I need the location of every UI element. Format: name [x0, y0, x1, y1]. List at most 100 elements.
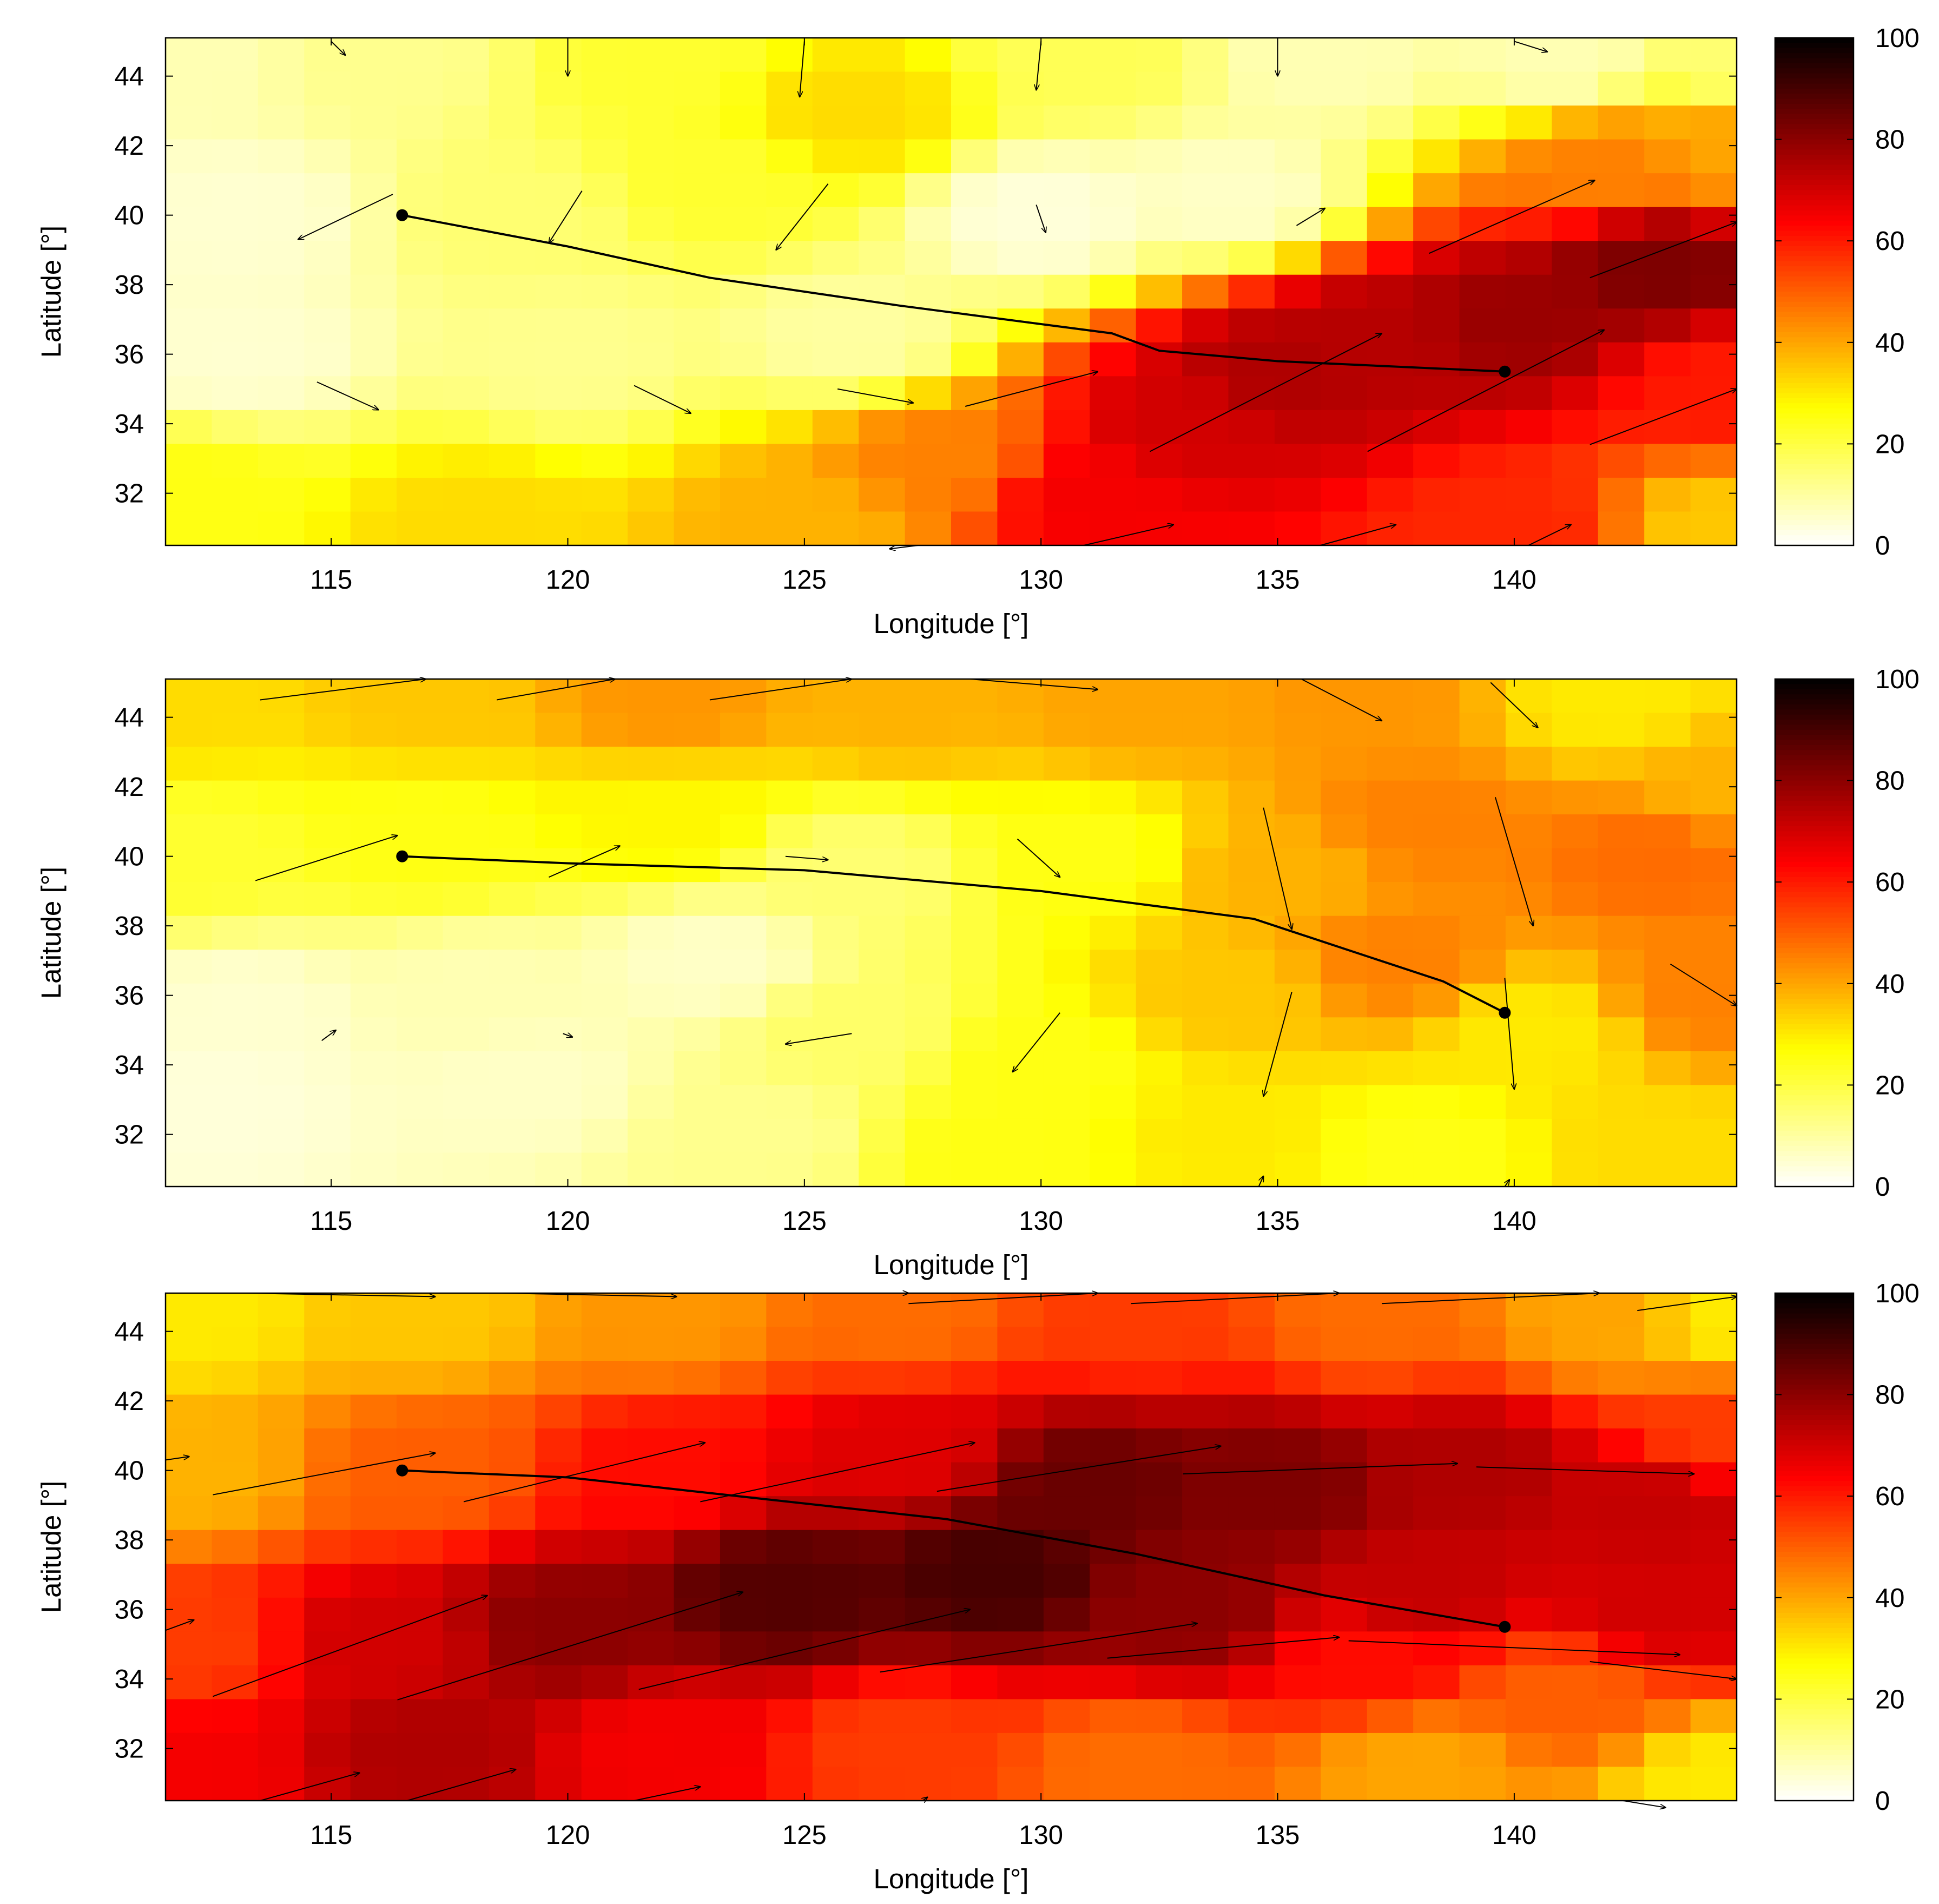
colorbar-swatch	[1775, 540, 1854, 546]
heatmap-cell	[1274, 1118, 1321, 1154]
heatmap-cell	[997, 1361, 1044, 1395]
heatmap-cell	[1598, 342, 1645, 377]
heatmap-cell	[674, 950, 721, 984]
heatmap-cell	[1090, 376, 1137, 411]
colorbar-swatch	[1775, 867, 1854, 873]
heatmap-cell	[1459, 139, 1506, 174]
heatmap-cell	[1274, 477, 1321, 512]
x-tick-label: 120	[546, 565, 590, 595]
colorbar-swatch	[1775, 301, 1854, 307]
heatmap-cell	[1367, 1732, 1414, 1768]
heatmap-cell	[859, 1631, 906, 1666]
heatmap-cell	[812, 1665, 859, 1699]
heatmap-cell	[1413, 139, 1460, 174]
colorbar-swatch	[1775, 1166, 1854, 1172]
colorbar-swatch	[1775, 1709, 1854, 1715]
heatmap-cell	[1043, 1293, 1090, 1328]
heatmap-cell	[581, 274, 628, 309]
heatmap-cell	[443, 106, 490, 140]
plot-area-border	[164, 678, 1738, 1188]
heatmap-cell	[1043, 1631, 1090, 1666]
heatmap-cell	[1690, 477, 1737, 512]
heatmap-cell	[397, 444, 444, 478]
heatmap-cell	[1228, 814, 1275, 849]
heatmap-cell	[443, 1665, 490, 1699]
heatmap-cell	[1228, 71, 1275, 106]
wind-vector-arrow	[970, 678, 1098, 689]
heatmap-cell	[535, 274, 582, 309]
heatmap-cell	[212, 308, 259, 343]
colorbar-swatch	[1775, 1425, 1854, 1431]
heatmap-cell	[489, 814, 536, 849]
heatmap-cell	[905, 713, 952, 747]
heatmap-cell	[166, 342, 213, 377]
colorbar-swatch	[1775, 195, 1854, 201]
heatmap-cell	[1598, 1085, 1645, 1119]
heatmap-cell	[1644, 376, 1691, 411]
heatmap-cell	[720, 1051, 767, 1085]
heatmap-cell	[674, 1496, 721, 1531]
colorbar-swatch	[1775, 347, 1854, 353]
heatmap-cell	[489, 1327, 536, 1361]
heatmap-cell	[1182, 376, 1229, 411]
wind-vector-arrow	[1296, 208, 1325, 226]
heatmap-cell	[859, 915, 906, 950]
heatmap-cell	[1090, 274, 1137, 309]
heatmap-cell	[1505, 1665, 1552, 1699]
heatmap-cell	[443, 848, 490, 882]
heatmap-cell	[350, 882, 397, 917]
heatmap-cell	[212, 511, 259, 546]
colorbar-swatch	[1775, 1105, 1854, 1111]
heatmap-cell	[166, 38, 213, 73]
colorbar-tick-label: 0	[1875, 1787, 1890, 1816]
heatmap-cell	[1274, 1462, 1321, 1497]
colorbar-swatch	[1775, 1080, 1854, 1085]
heatmap-cell	[951, 983, 998, 1018]
heatmap-cell	[489, 106, 536, 140]
colorbar-swatch	[1775, 499, 1854, 505]
heatmap-cell	[258, 308, 305, 343]
heatmap-cell	[304, 106, 351, 140]
colorbar-swatch	[1775, 1039, 1854, 1045]
heatmap-cell	[350, 1767, 397, 1801]
colorbar-swatch	[1775, 1541, 1854, 1547]
heatmap-cell	[304, 139, 351, 174]
wind-vector-arrow	[331, 41, 345, 55]
heatmap-cell	[951, 1530, 998, 1564]
heatmap-cell	[1274, 814, 1321, 849]
colorbar-swatch	[1775, 169, 1854, 175]
colorbar-swatch	[1775, 1481, 1854, 1487]
heatmap-cell	[166, 274, 213, 309]
x-axis-label: Longitude [°]	[874, 1863, 1029, 1894]
heatmap-cell	[258, 950, 305, 984]
heatmap-cell	[1505, 950, 1552, 984]
heatmap-cell	[1321, 915, 1368, 950]
heatmap-cell	[1228, 713, 1275, 747]
heatmap-cell	[350, 1699, 397, 1734]
heatmap-cell	[443, 1496, 490, 1531]
heatmap-cell	[1043, 780, 1090, 815]
heatmap-cell	[166, 1597, 213, 1632]
colorbar-swatch	[1775, 1379, 1854, 1385]
heatmap-cell	[1228, 410, 1275, 444]
colorbar-swatch	[1775, 1496, 1854, 1502]
heatmap-cell	[1505, 308, 1552, 343]
heatmap-cell	[1228, 477, 1275, 512]
heatmap-cell	[397, 1051, 444, 1085]
heatmap-cell	[166, 71, 213, 106]
heatmap-cell	[1598, 139, 1645, 174]
heatmap-cell	[166, 1428, 213, 1463]
heatmap-cell	[581, 1564, 628, 1598]
heatmap-cell	[1459, 477, 1506, 512]
wind-vector-arrow	[1149, 333, 1382, 452]
heatmap-cell	[1043, 207, 1090, 241]
heatmap-cell	[859, 1051, 906, 1085]
colorbar-swatch	[1775, 149, 1854, 155]
heatmap-cell	[397, 1699, 444, 1734]
heatmap-cell	[397, 1327, 444, 1361]
heatmap-cell	[258, 1017, 305, 1052]
heatmap-cell	[812, 1118, 859, 1154]
heatmap-cell	[1090, 1152, 1137, 1187]
heatmap-cell	[1413, 1699, 1460, 1734]
heatmap-cell	[1644, 1293, 1691, 1328]
